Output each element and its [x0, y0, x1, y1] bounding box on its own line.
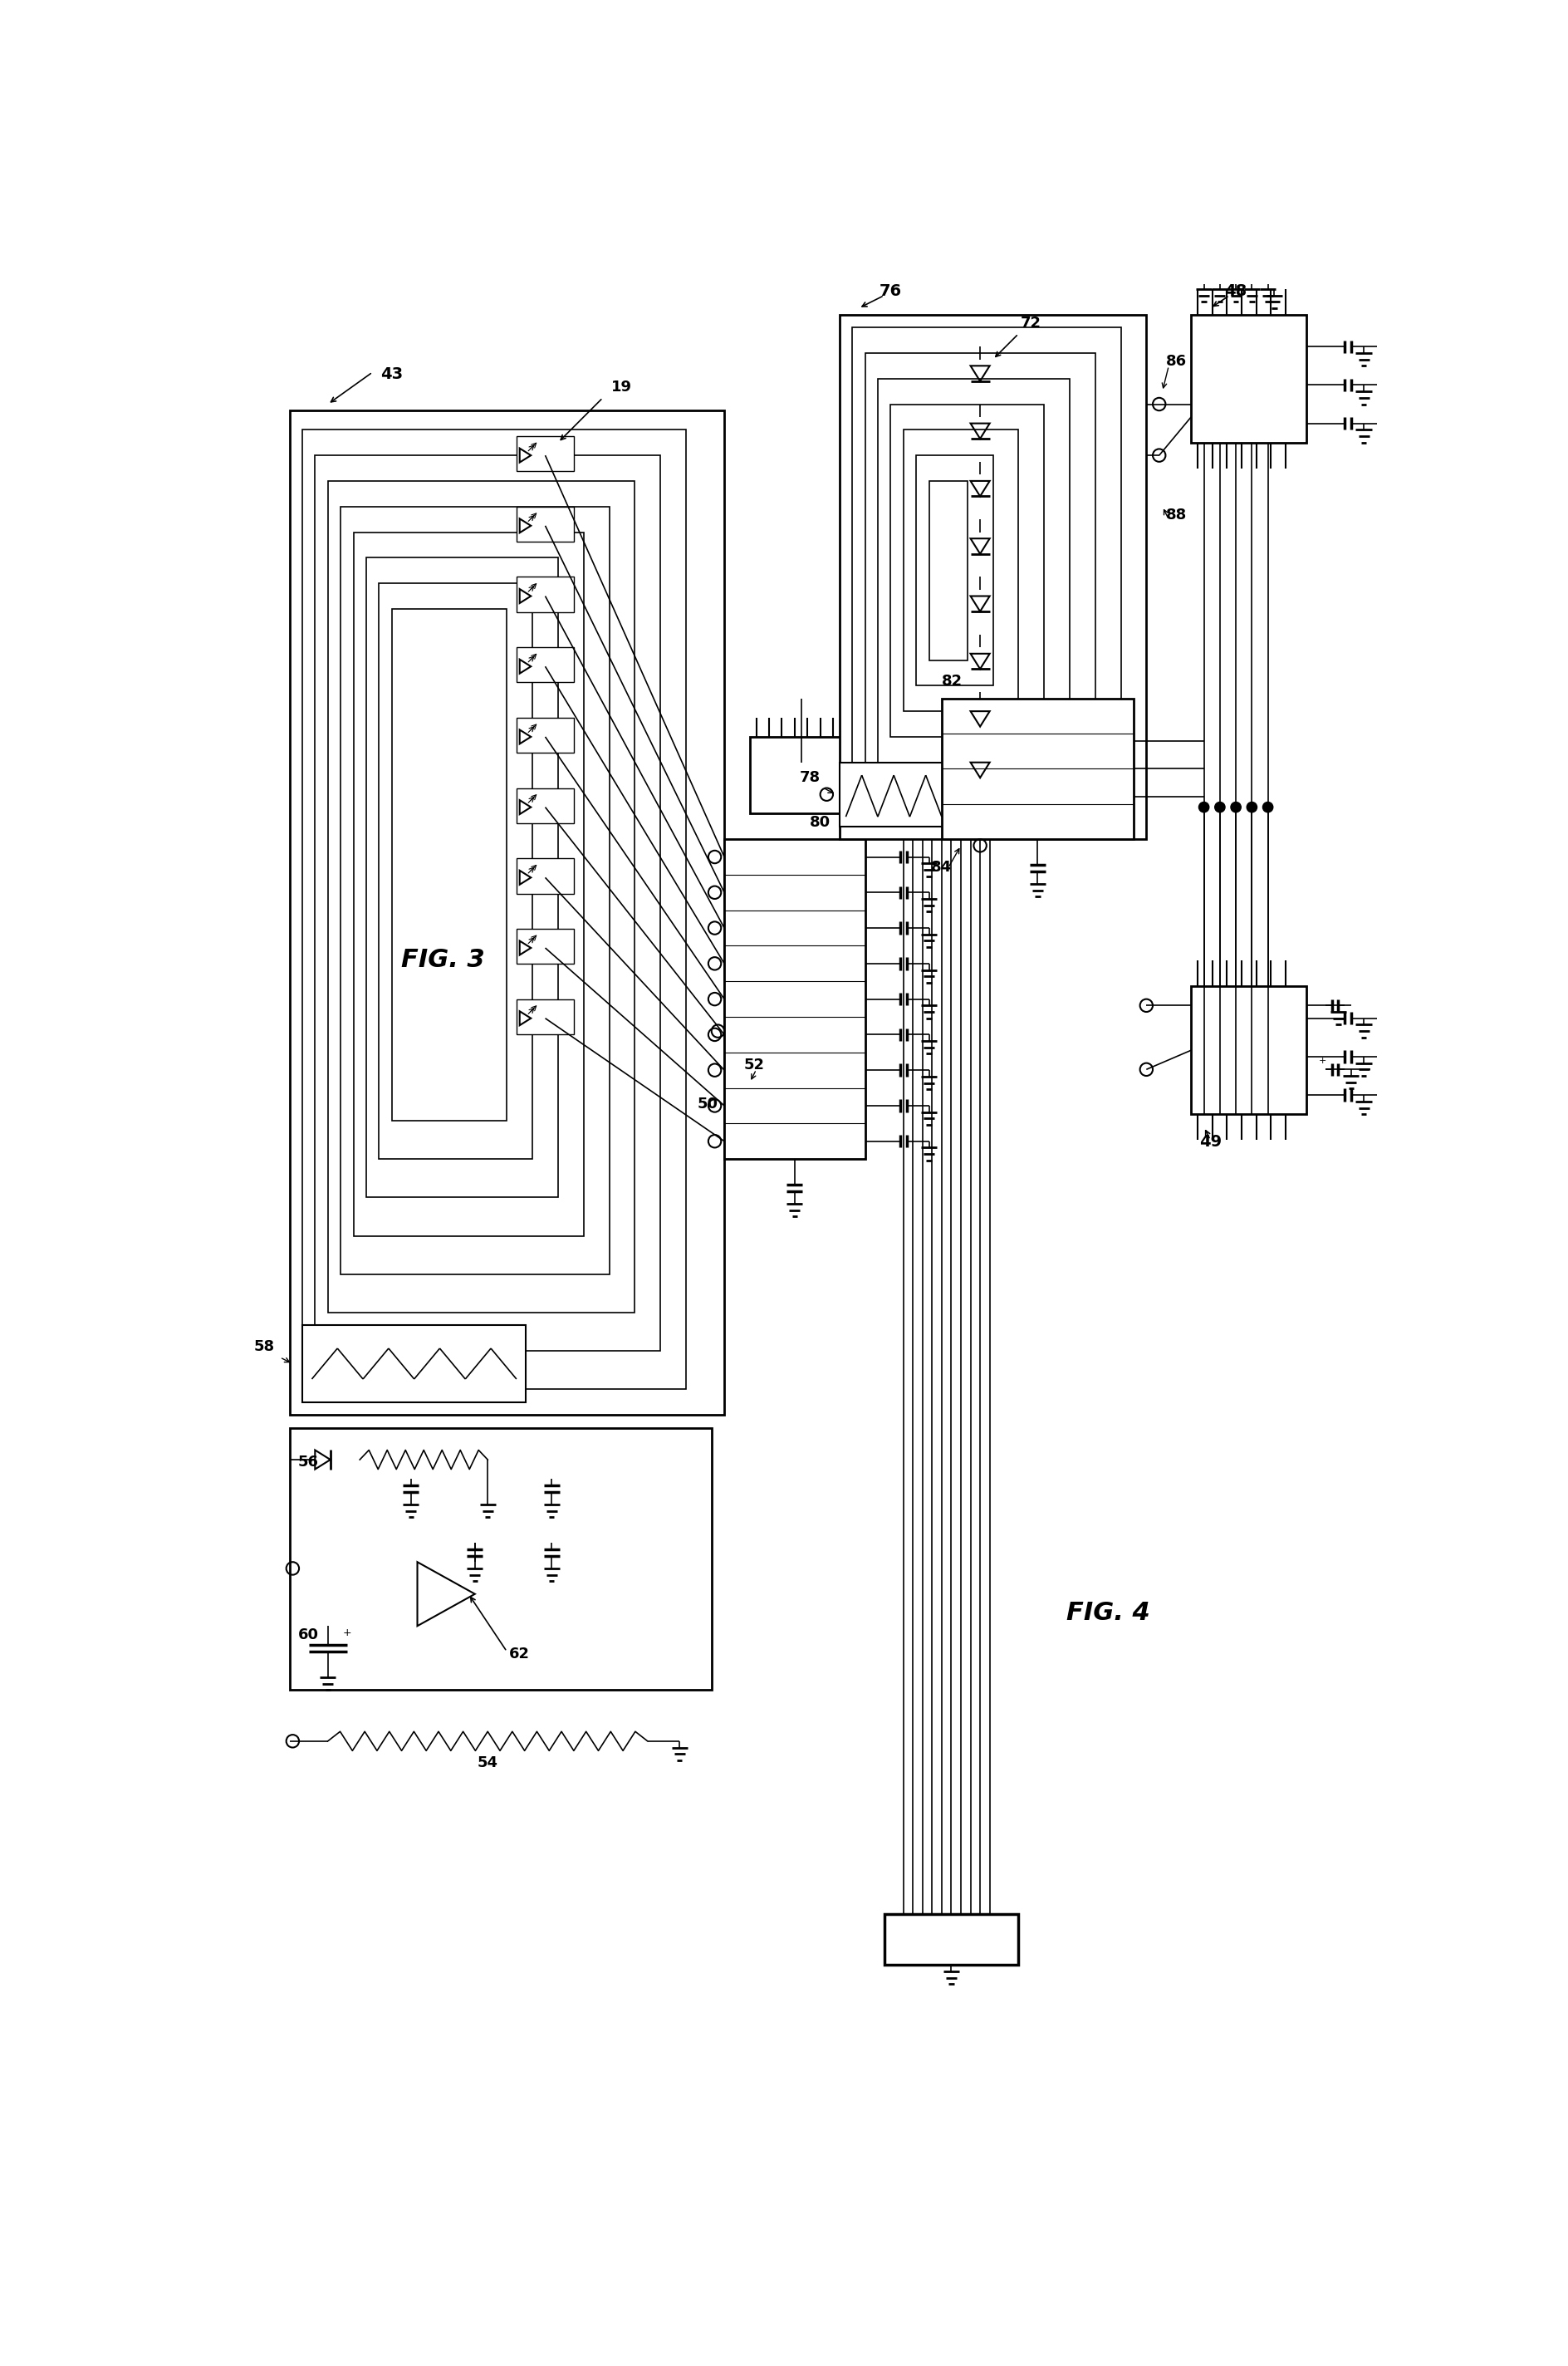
Bar — [750, 736, 851, 814]
Text: 60: 60 — [298, 1628, 318, 1642]
Bar — [851, 327, 1121, 814]
Text: 80: 80 — [809, 814, 831, 830]
Bar — [392, 608, 506, 1121]
Text: +: + — [1319, 1055, 1327, 1065]
Text: 43: 43 — [381, 367, 403, 381]
Bar — [290, 1427, 712, 1689]
Text: 52: 52 — [743, 1058, 764, 1072]
Circle shape — [1231, 802, 1240, 812]
Text: 86: 86 — [1165, 355, 1187, 369]
Circle shape — [1247, 802, 1258, 812]
Bar — [928, 480, 967, 660]
Bar — [353, 532, 583, 1235]
Text: 88: 88 — [1165, 509, 1187, 523]
Bar — [878, 379, 1069, 762]
Bar — [891, 405, 1044, 736]
Bar — [290, 412, 724, 1415]
Bar — [884, 648, 1019, 698]
Bar — [916, 454, 993, 686]
Text: 19: 19 — [612, 381, 632, 395]
Text: 49: 49 — [1200, 1133, 1221, 1150]
Text: 82: 82 — [942, 674, 963, 689]
Bar — [516, 859, 574, 894]
Text: 72: 72 — [1021, 315, 1041, 331]
Bar — [516, 717, 574, 752]
Text: 62: 62 — [510, 1647, 530, 1661]
Bar — [328, 480, 635, 1313]
Text: 78: 78 — [800, 769, 820, 786]
Bar — [303, 431, 685, 1389]
Bar — [315, 454, 660, 1351]
Circle shape — [1200, 802, 1209, 812]
Bar — [516, 788, 574, 823]
Bar — [516, 435, 574, 471]
Bar — [516, 930, 574, 963]
Bar — [303, 1325, 525, 1403]
Bar — [379, 584, 533, 1159]
Bar — [839, 762, 980, 826]
Text: +: + — [342, 1628, 351, 1637]
Bar — [340, 506, 610, 1275]
Bar — [516, 506, 574, 542]
Bar — [903, 431, 1019, 712]
Bar — [1192, 315, 1306, 442]
Bar — [942, 698, 1134, 840]
Bar — [866, 353, 1094, 788]
Circle shape — [1262, 802, 1273, 812]
Text: FIG. 3: FIG. 3 — [401, 949, 485, 972]
Bar — [1192, 987, 1306, 1114]
Bar — [839, 315, 1146, 840]
Bar — [516, 998, 574, 1034]
Text: 48: 48 — [1225, 284, 1247, 298]
Bar — [884, 1914, 1019, 1966]
Text: 76: 76 — [880, 284, 902, 298]
Bar — [367, 558, 558, 1197]
Text: 54: 54 — [477, 1756, 499, 1770]
Text: FIG. 4: FIG. 4 — [1066, 1599, 1149, 1625]
Text: 50: 50 — [698, 1095, 718, 1112]
Circle shape — [1215, 802, 1225, 812]
Text: 58: 58 — [254, 1339, 274, 1353]
Bar — [516, 648, 574, 681]
Text: 56: 56 — [298, 1455, 318, 1469]
Bar — [724, 840, 866, 1159]
Text: 84: 84 — [931, 859, 952, 875]
Bar — [516, 577, 574, 613]
